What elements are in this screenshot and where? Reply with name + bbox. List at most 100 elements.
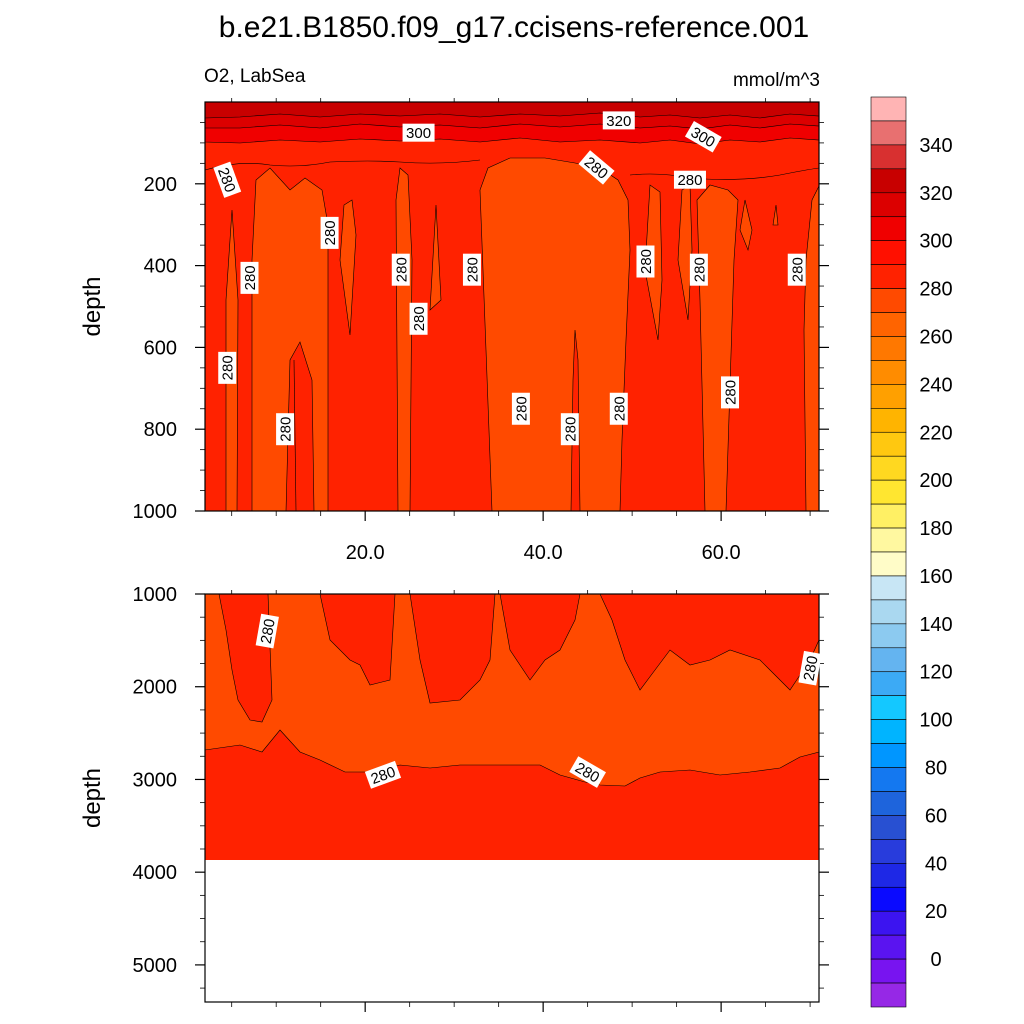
colorbar-box: [870, 312, 907, 337]
colorbar-box: [870, 934, 907, 960]
colorbar-labels: 3403203002802602402202001801601401201008…: [919, 135, 952, 971]
colorbar-box: [870, 144, 907, 170]
colorbar-box: [870, 839, 907, 864]
lower-y-tick-label: 2000: [133, 677, 178, 699]
colorbar: [870, 96, 907, 1008]
lower-panel-frame: [204, 593, 820, 1003]
colorbar-box: [870, 336, 907, 361]
lower-nodata-region: [205, 860, 819, 1002]
upper-contour-label: 280: [787, 253, 806, 286]
figure-title: b.e21.B1850.f09_g17.ccisens-reference.00…: [219, 11, 809, 44]
upper-contour-label: 280: [511, 392, 530, 425]
lower-y-tick-labels: 1000 2000 3000 4000 5000: [133, 584, 178, 977]
colorbar-label: 100: [919, 710, 952, 732]
upper-y-tick-label: 800: [144, 419, 177, 441]
upper-contour-label-text: 300: [406, 125, 431, 142]
colorbar-box: [870, 743, 907, 768]
upper-contour-label-text: 280: [677, 172, 702, 189]
subtitle-left: O2, LabSea: [204, 66, 306, 87]
upper-contour-label: 280: [636, 245, 655, 278]
lower-y-tick-label: 1000: [133, 584, 178, 606]
upper-contour-label-text: 280: [691, 257, 708, 282]
upper-contour-label-text: 280: [789, 257, 806, 282]
colorbar-box: [870, 479, 907, 505]
colorbar-label: 0: [930, 949, 941, 971]
upper-contour-label: 280: [689, 253, 708, 286]
upper-y-tick-labels: 200 400 600 800 1000: [133, 174, 178, 523]
upper-contour-label-text: 280: [393, 257, 410, 282]
lower-y-tick-label: 5000: [133, 955, 178, 977]
upper-y-tick-label: 600: [144, 337, 177, 359]
colorbar-label: 120: [919, 662, 952, 684]
upper-contour-label-text: 280: [638, 249, 655, 274]
upper-contour-label-box: [578, 150, 615, 185]
colorbar-box: [870, 958, 907, 984]
upper-contour-label-box: [721, 376, 740, 409]
upper-contour-label: 320: [602, 111, 635, 130]
upper-contour-label-box: [462, 253, 481, 286]
lower-contour-label: 280: [255, 613, 279, 649]
colorbar-box: [870, 671, 907, 696]
upper-contour-label-box: [684, 120, 722, 153]
subtitle-right: mmol/m^3: [733, 70, 820, 91]
colorbar-label: 340: [919, 135, 952, 157]
colorbar-box: [870, 910, 907, 936]
lower-y-tick-label: 3000: [133, 769, 178, 791]
colorbar-box: [870, 695, 907, 720]
colorbar-box: [870, 551, 907, 577]
upper-contour-label-text: 280: [464, 257, 481, 282]
colorbar-box: [870, 815, 907, 840]
upper-contour-label-text: 280: [220, 355, 237, 380]
upper-contour-label-text: 280: [322, 220, 339, 245]
upper-axis-ticks: [195, 98, 829, 521]
upper-y-tick-label: 200: [144, 174, 177, 196]
upper-contour-label-box: [602, 111, 635, 130]
upper-contour-label-box: [320, 216, 339, 249]
colorbar-label: 300: [919, 231, 952, 253]
lower-contour-label-box: [364, 760, 402, 789]
lower-contour-label-text: 280: [258, 617, 279, 645]
lower-contour-label-box: [255, 613, 279, 649]
colorbar-label: 180: [919, 518, 952, 540]
colorbar-box: [870, 384, 907, 409]
upper-contour-label: 300: [402, 123, 435, 142]
colorbar-label: 20: [925, 901, 947, 923]
upper-contour-label-text: 280: [278, 417, 295, 442]
colorbar-label: 140: [919, 614, 952, 636]
lower-axis-ticks: [195, 590, 829, 1012]
colorbar-box: [870, 288, 907, 313]
upper-contour-label: 280: [462, 253, 481, 286]
upper-contour-label-box: [218, 351, 237, 384]
upper-contour-label: 280: [721, 376, 740, 409]
lower-contour-label-text: 280: [801, 655, 822, 683]
colorbar-box: [870, 575, 907, 601]
colorbar-box: [870, 599, 907, 625]
colorbar-box: [870, 982, 907, 1008]
upper-x-tick-labels: 20.0 40.0 60.0: [346, 542, 741, 564]
upper-contour-label: 280: [276, 413, 295, 446]
upper-y-axis-label: depth: [79, 276, 106, 336]
upper-contour-label: 280: [409, 302, 428, 335]
upper-contour-label: 280: [391, 253, 410, 286]
colorbar-box: [870, 192, 907, 218]
colorbar-box: [870, 264, 907, 289]
upper-contour-label-text: 320: [606, 113, 631, 130]
upper-y-tick-label: 1000: [133, 501, 178, 523]
colorbar-box: [870, 455, 907, 481]
upper-contour-label-box: [689, 253, 708, 286]
colorbar-label: 260: [919, 326, 952, 348]
upper-contour-label-box: [409, 302, 428, 335]
upper-contour-label: 280: [320, 216, 339, 249]
upper-x-tick-label: 40.0: [524, 542, 563, 564]
upper-contour-lines: [204, 159, 820, 512]
lower-contour-label: 280: [798, 650, 822, 686]
upper-contour-label-box: [609, 392, 628, 425]
lower-contour-label: 280: [364, 760, 402, 789]
upper-contour-label: 280: [560, 413, 579, 446]
upper-x-tick-label: 60.0: [702, 542, 741, 564]
colorbar-box: [870, 360, 907, 385]
